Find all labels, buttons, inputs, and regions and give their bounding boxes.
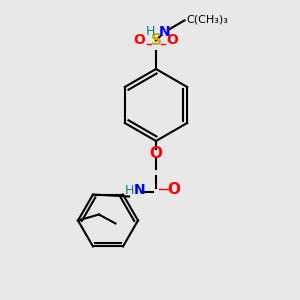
Text: O: O (167, 182, 181, 196)
Text: O: O (134, 32, 146, 46)
Text: N: N (159, 25, 171, 38)
Text: S: S (151, 33, 161, 48)
Text: O: O (167, 32, 178, 46)
Text: C(CH₃)₃: C(CH₃)₃ (186, 14, 228, 25)
Text: O: O (149, 146, 163, 160)
Text: H: H (124, 184, 134, 197)
Text: H: H (145, 25, 155, 38)
Text: N: N (134, 184, 145, 197)
